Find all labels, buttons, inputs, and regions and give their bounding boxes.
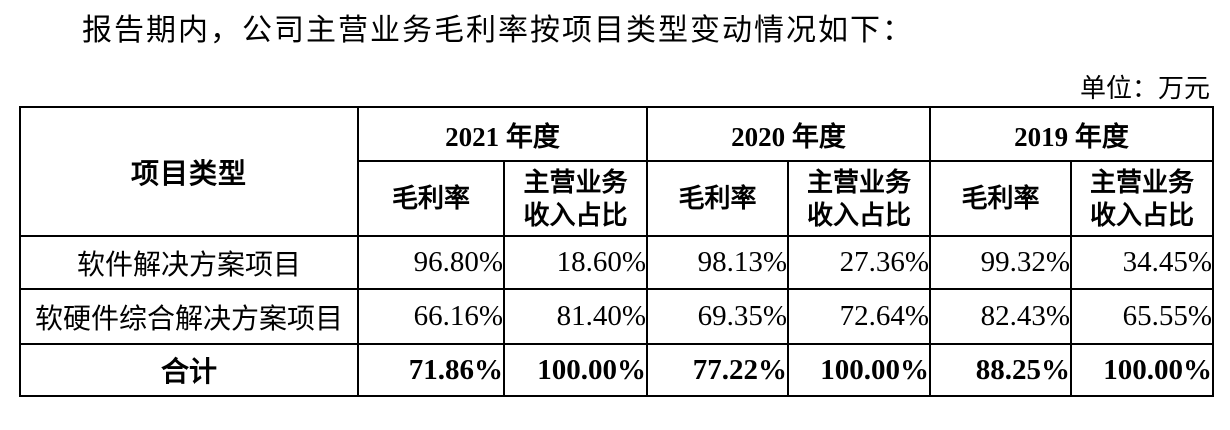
- intro-text: 报告期内，公司主营业务毛利率按项目类型变动情况如下：: [82, 14, 914, 47]
- gross-margin-by-project-table: 项目类型 2021 年度 2020 年度 2019 年度 毛利率 主营业务 收入…: [19, 106, 1214, 397]
- cell-value: 98.13%: [646, 235, 789, 290]
- cell-value: 34.45%: [1070, 235, 1214, 290]
- column-header-gross-margin-2019: 毛利率: [929, 160, 1072, 237]
- row-label-total: 合计: [19, 343, 359, 397]
- cell-value: 99.32%: [929, 235, 1072, 290]
- cell-value: 82.43%: [929, 288, 1072, 345]
- cell-value: 18.60%: [503, 235, 648, 290]
- column-header-revenue-share-2021: 主营业务 收入占比: [503, 160, 648, 237]
- column-header-revenue-share-2019: 主营业务 收入占比: [1070, 160, 1214, 237]
- table-row-total: 合计 71.86% 100.00% 77.22% 100.00% 88.25% …: [19, 343, 1214, 397]
- cell-value: 27.36%: [787, 235, 931, 290]
- cell-value: 100.00%: [787, 343, 931, 397]
- column-header-year-2020: 2020 年度: [646, 106, 931, 162]
- cell-value: 100.00%: [1070, 343, 1214, 397]
- cell-value: 72.64%: [787, 288, 931, 345]
- column-header-year-2021: 2021 年度: [357, 106, 648, 162]
- column-header-project-type: 项目类型: [19, 106, 359, 237]
- cell-value: 100.00%: [503, 343, 648, 397]
- column-header-gross-margin-2021: 毛利率: [357, 160, 505, 237]
- unit-label: 单位：万元: [1079, 74, 1210, 103]
- cell-value: 66.16%: [357, 288, 505, 345]
- cell-value: 77.22%: [646, 343, 789, 397]
- table-row-hardware-software-solutions: 软硬件综合解决方案项目 66.16% 81.40% 69.35% 72.64% …: [19, 288, 1214, 345]
- cell-value: 65.55%: [1070, 288, 1214, 345]
- table-header-sub-row: 毛利率 主营业务 收入占比 毛利率 主营业务 收入占比 毛利率 主营业务 收入占…: [20, 160, 1214, 237]
- row-label: 软硬件综合解决方案项目: [19, 288, 359, 345]
- row-label: 软件解决方案项目: [19, 235, 359, 290]
- cell-value: 71.86%: [357, 343, 505, 397]
- cell-value: 88.25%: [929, 343, 1072, 397]
- table-header-year-row: 项目类型 2021 年度 2020 年度 2019 年度: [19, 106, 1214, 237]
- cell-value: 69.35%: [646, 288, 789, 345]
- column-header-revenue-share-2020: 主营业务 收入占比: [787, 160, 931, 237]
- column-header-year-2019: 2019 年度: [929, 106, 1214, 162]
- table-row-software-solutions: 软件解决方案项目 96.80% 18.60% 98.13% 27.36% 99.…: [19, 235, 1214, 290]
- column-header-gross-margin-2020: 毛利率: [646, 160, 789, 237]
- cell-value: 81.40%: [503, 288, 648, 345]
- cell-value: 96.80%: [357, 235, 505, 290]
